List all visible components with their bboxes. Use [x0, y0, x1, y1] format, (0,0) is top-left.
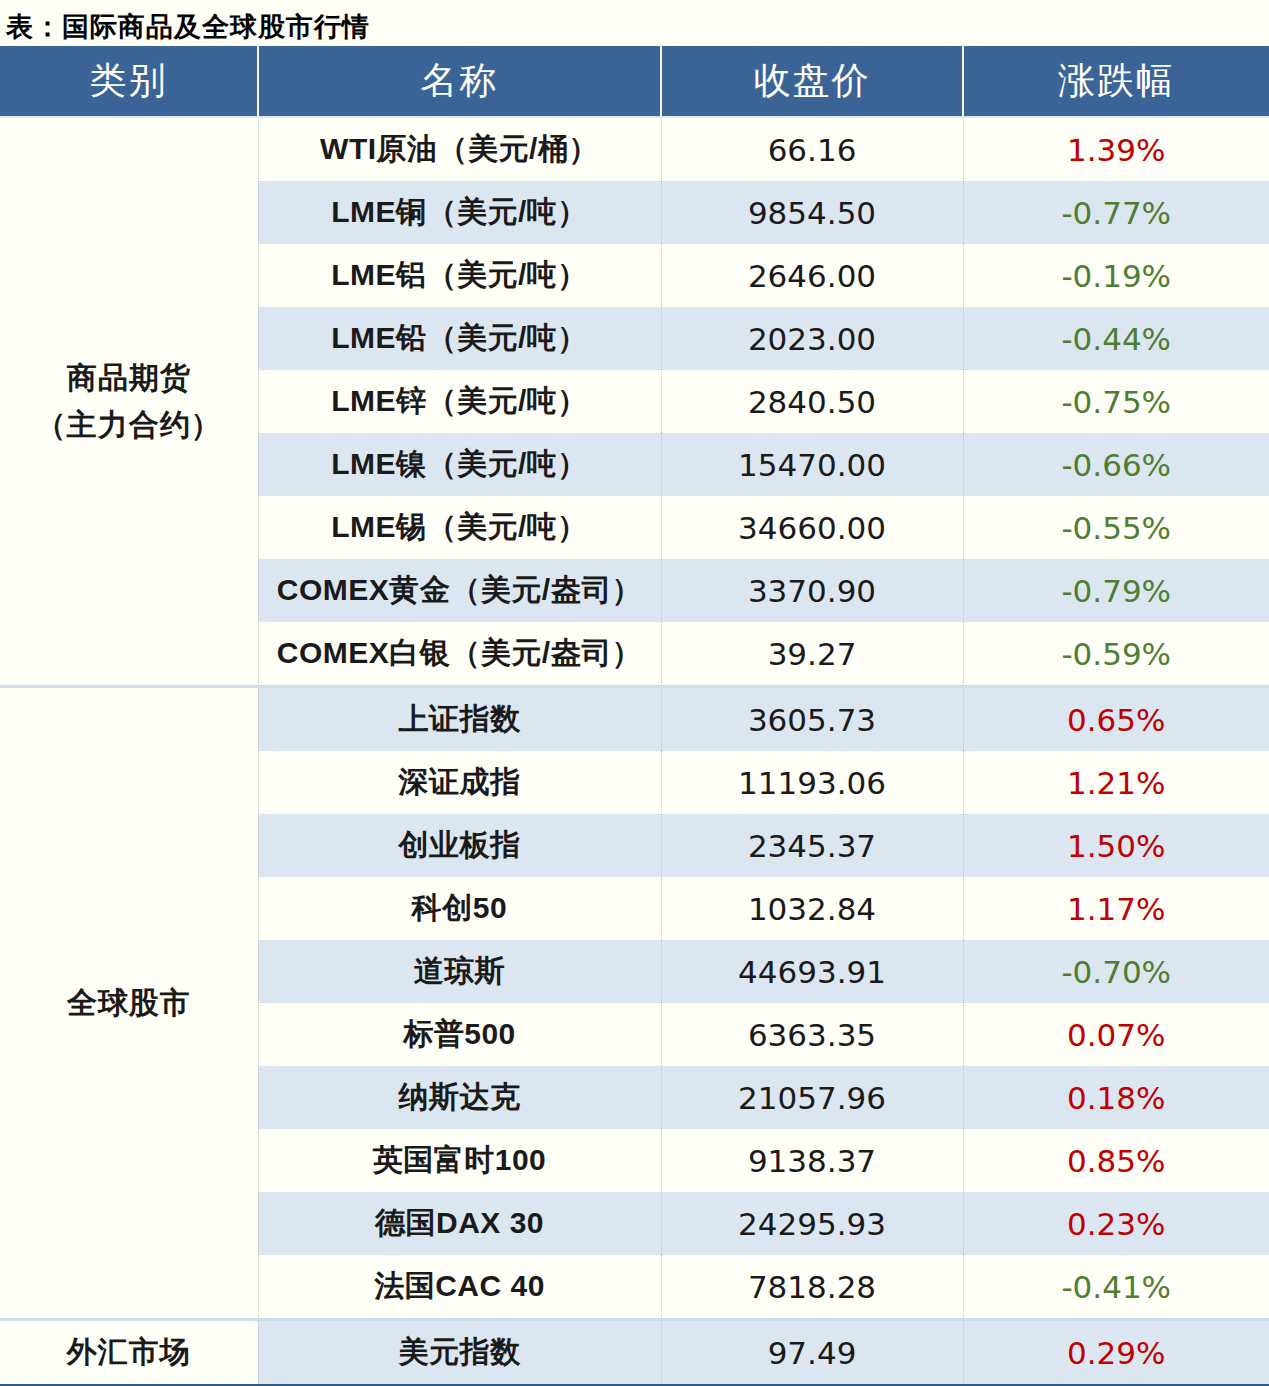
close-price: 2023.00: [661, 307, 963, 370]
instrument-name: 英国富时100: [258, 1129, 661, 1192]
instrument-name: 创业板指: [258, 814, 661, 877]
close-price: 66.16: [661, 117, 963, 181]
close-price: 24295.93: [661, 1192, 963, 1255]
change-percent: 0.07%: [963, 1003, 1269, 1066]
instrument-name: WTI原油（美元/桶）: [258, 117, 661, 181]
change-percent: 0.85%: [963, 1129, 1269, 1192]
close-price: 2646.00: [661, 244, 963, 307]
instrument-name: LME锡（美元/吨）: [258, 496, 661, 559]
close-price: 3370.90: [661, 559, 963, 622]
close-price: 3605.73: [661, 687, 963, 752]
instrument-name: 科创50: [258, 877, 661, 940]
col-header-change: 涨跌幅: [963, 46, 1269, 117]
change-percent: -0.41%: [963, 1255, 1269, 1320]
close-price: 44693.91: [661, 940, 963, 1003]
instrument-name: LME铅（美元/吨）: [258, 307, 661, 370]
col-header-close: 收盘价: [661, 46, 963, 117]
instrument-name: LME镍（美元/吨）: [258, 433, 661, 496]
change-percent: 0.23%: [963, 1192, 1269, 1255]
change-percent: -0.59%: [963, 622, 1269, 687]
change-percent: 1.39%: [963, 117, 1269, 181]
close-price: 9854.50: [661, 181, 963, 244]
close-price: 2840.50: [661, 370, 963, 433]
instrument-name: 道琼斯: [258, 940, 661, 1003]
instrument-name: 美元指数: [258, 1320, 661, 1386]
change-percent: 1.50%: [963, 814, 1269, 877]
change-percent: 1.21%: [963, 751, 1269, 814]
table-row: 外汇市场美元指数 97.49 0.29%: [0, 1320, 1269, 1386]
category-cell: 商品期货 （主力合约）: [0, 117, 258, 687]
close-price: 21057.96: [661, 1066, 963, 1129]
instrument-name: COMEX白银（美元/盎司）: [258, 622, 661, 687]
close-price: 15470.00: [661, 433, 963, 496]
close-price: 34660.00: [661, 496, 963, 559]
change-percent: -0.19%: [963, 244, 1269, 307]
col-header-name: 名称: [258, 46, 661, 117]
header-row: 类别 名称 收盘价 涨跌幅: [0, 46, 1269, 117]
instrument-name: COMEX黄金（美元/盎司）: [258, 559, 661, 622]
category-cell: 外汇市场: [0, 1320, 258, 1386]
table-section: 外汇市场美元指数 97.49 0.29%: [0, 1320, 1269, 1386]
table-section: 全球股市上证指数 3605.73 0.65% 深证成指 11193.06 1.2…: [0, 687, 1269, 1320]
table-row: 全球股市上证指数 3605.73 0.65%: [0, 687, 1269, 752]
close-price: 2345.37: [661, 814, 963, 877]
change-percent: -0.66%: [963, 433, 1269, 496]
instrument-name: 德国DAX 30: [258, 1192, 661, 1255]
close-price: 6363.35: [661, 1003, 963, 1066]
page-title: 表：国际商品及全球股市行情: [0, 0, 1269, 46]
change-percent: -0.75%: [963, 370, 1269, 433]
instrument-name: 深证成指: [258, 751, 661, 814]
instrument-name: 纳斯达克: [258, 1066, 661, 1129]
change-percent: -0.70%: [963, 940, 1269, 1003]
instrument-name: LME锌（美元/吨）: [258, 370, 661, 433]
instrument-name: LME铝（美元/吨）: [258, 244, 661, 307]
table-row: 商品期货 （主力合约）WTI原油（美元/桶） 66.16 1.39%: [0, 117, 1269, 181]
close-price: 1032.84: [661, 877, 963, 940]
instrument-name: 上证指数: [258, 687, 661, 752]
instrument-name: 标普500: [258, 1003, 661, 1066]
market-table: 类别 名称 收盘价 涨跌幅 商品期货 （主力合约）WTI原油（美元/桶） 66.…: [0, 46, 1269, 1386]
close-price: 9138.37: [661, 1129, 963, 1192]
change-percent: 0.65%: [963, 687, 1269, 752]
close-price: 11193.06: [661, 751, 963, 814]
col-header-category: 类别: [0, 46, 258, 117]
page: 表：国际商品及全球股市行情 类别 名称 收盘价 涨跌幅 商品期货 （主力合约）W…: [0, 0, 1269, 1386]
change-percent: -0.55%: [963, 496, 1269, 559]
change-percent: -0.79%: [963, 559, 1269, 622]
close-price: 39.27: [661, 622, 963, 687]
change-percent: 1.17%: [963, 877, 1269, 940]
instrument-name: LME铜（美元/吨）: [258, 181, 661, 244]
table-section: 商品期货 （主力合约）WTI原油（美元/桶） 66.16 1.39% LME铜（…: [0, 117, 1269, 687]
change-percent: -0.77%: [963, 181, 1269, 244]
change-percent: 0.29%: [963, 1320, 1269, 1386]
close-price: 97.49: [661, 1320, 963, 1386]
change-percent: 0.18%: [963, 1066, 1269, 1129]
instrument-name: 法国CAC 40: [258, 1255, 661, 1320]
category-cell: 全球股市: [0, 687, 258, 1320]
table-header: 类别 名称 收盘价 涨跌幅: [0, 46, 1269, 117]
change-percent: -0.44%: [963, 307, 1269, 370]
close-price: 7818.28: [661, 1255, 963, 1320]
